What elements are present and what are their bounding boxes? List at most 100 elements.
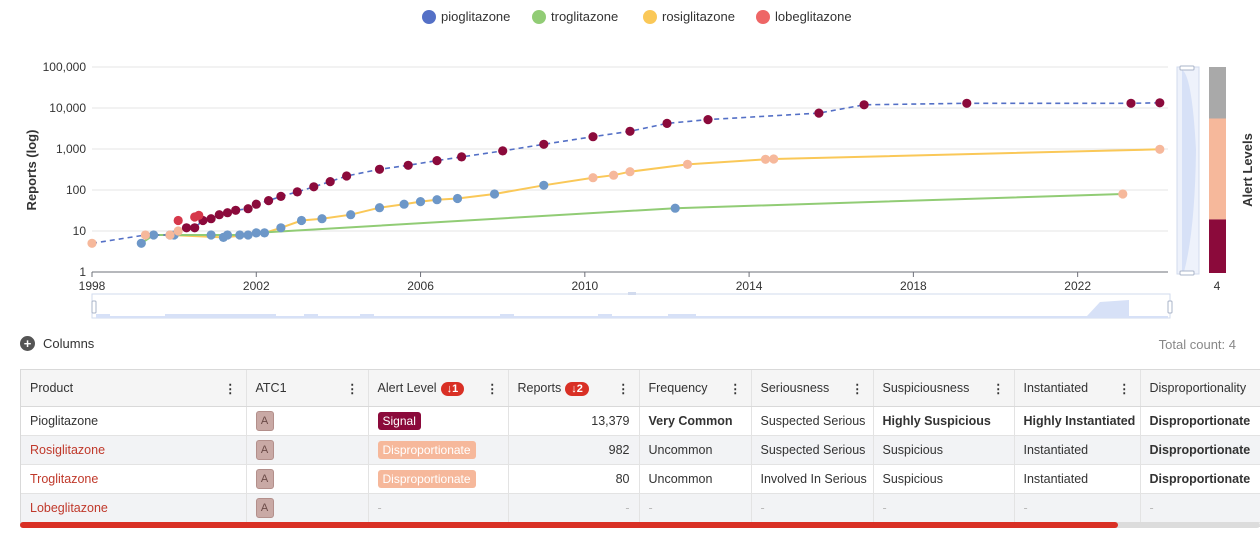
data-point-rosiglitazone[interactable] <box>1155 144 1165 154</box>
column-header-suspiciousness[interactable]: Suspiciousness ⋮ <box>873 370 1015 407</box>
data-point-pioglitazone[interactable] <box>962 98 972 108</box>
product-link[interactable]: Lobeglitazone <box>30 501 108 515</box>
data-point-troglitazone[interactable] <box>206 230 216 240</box>
data-point-rosiglitazone[interactable] <box>588 173 598 183</box>
data-point-pioglitazone[interactable] <box>190 223 200 233</box>
data-point-troglitazone[interactable] <box>251 228 261 238</box>
data-point-pioglitazone[interactable] <box>1126 98 1136 108</box>
data-point-troglitazone[interactable] <box>670 203 680 213</box>
data-point-lobeglitazone[interactable] <box>194 210 204 220</box>
legend-item-pioglitazone[interactable]: pioglitazone <box>422 9 510 24</box>
data-point-pioglitazone[interactable] <box>325 177 335 187</box>
data-point-pioglitazone[interactable] <box>703 115 713 125</box>
data-point-pioglitazone[interactable] <box>859 100 869 110</box>
legend-item-troglitazone[interactable]: troglitazone <box>532 9 618 24</box>
data-point-rosiglitazone[interactable] <box>625 167 635 177</box>
sort-order-badge[interactable]: ↓1 <box>440 381 465 396</box>
data-point-pioglitazone[interactable] <box>309 182 319 192</box>
product-link[interactable]: Rosiglitazone <box>30 443 106 457</box>
data-point-pioglitazone[interactable] <box>625 126 635 136</box>
data-point-pioglitazone[interactable] <box>214 210 224 220</box>
data-point-pioglitazone[interactable] <box>588 132 598 142</box>
data-point-rosiglitazone[interactable] <box>432 195 442 205</box>
data-zoom-slider[interactable] <box>91 292 1173 319</box>
data-point-rosiglitazone[interactable] <box>489 189 500 199</box>
horizontal-scrollbar[interactable] <box>20 522 1260 528</box>
product-link[interactable]: Troglitazone <box>30 472 99 486</box>
table-row[interactable]: Pioglitazone A Signal 13,379 Very Common Susp… <box>21 406 1260 436</box>
data-point-rosiglitazone[interactable] <box>399 199 409 209</box>
data-point-pioglitazone[interactable] <box>173 226 183 236</box>
column-menu-icon[interactable]: ⋮ <box>851 381 864 396</box>
data-point-rosiglitazone[interactable] <box>452 193 463 204</box>
data-point-pioglitazone[interactable] <box>457 152 467 162</box>
data-point-pioglitazone[interactable] <box>222 208 233 218</box>
column-menu-icon[interactable]: ⋮ <box>486 381 499 396</box>
data-point-troglitazone[interactable] <box>149 230 159 240</box>
data-point-rosiglitazone[interactable] <box>276 223 286 233</box>
column-header-disproportionality[interactable]: Disproportionality <box>1140 370 1260 407</box>
data-point-rosiglitazone[interactable] <box>769 154 779 164</box>
column-menu-icon[interactable]: ⋮ <box>992 381 1005 396</box>
data-point-rosiglitazone[interactable] <box>609 170 619 180</box>
data-point-troglitazone[interactable] <box>235 230 245 240</box>
data-point-pioglitazone[interactable] <box>87 238 97 248</box>
data-point-pioglitazone[interactable] <box>243 204 253 214</box>
data-point-rosiglitazone[interactable] <box>415 197 426 207</box>
data-point-troglitazone[interactable] <box>1118 189 1128 199</box>
data-point-rosiglitazone[interactable] <box>760 154 771 164</box>
alert-level-visual-map[interactable] <box>1209 67 1226 273</box>
sort-order-badge[interactable]: ↓2 <box>565 381 589 396</box>
data-zoom-handle-right[interactable] <box>1167 300 1173 314</box>
column-menu-icon[interactable]: ⋮ <box>346 381 359 396</box>
columns-toggle[interactable]: + Columns <box>20 336 94 351</box>
table-row[interactable]: Lobeglitazone A - - - - - - - <box>21 493 1260 523</box>
data-point-pioglitazone[interactable] <box>498 146 508 156</box>
data-point-pioglitazone[interactable] <box>292 187 302 197</box>
column-header-alert-level[interactable]: Alert Level ↓1 ⋮ <box>368 370 509 407</box>
column-menu-icon[interactable]: ⋮ <box>224 381 237 396</box>
y-zoom-handle-bottom[interactable] <box>1179 270 1195 276</box>
data-point-rosiglitazone[interactable] <box>346 210 356 220</box>
table-row[interactable]: Rosiglitazone A Disproportionate 982 Uncommo… <box>21 435 1260 465</box>
data-point-pioglitazone[interactable] <box>342 171 352 181</box>
data-point-rosiglitazone[interactable] <box>259 228 270 238</box>
column-header-instantiated[interactable]: Instantiated ⋮ <box>1014 370 1141 407</box>
column-menu-icon[interactable]: ⋮ <box>1118 381 1131 396</box>
data-point-pioglitazone[interactable] <box>181 223 192 233</box>
data-point-pioglitazone[interactable] <box>432 156 442 166</box>
data-point-pioglitazone[interactable] <box>165 230 175 240</box>
y-zoom-handle-top[interactable] <box>1179 65 1195 71</box>
data-point-pioglitazone[interactable] <box>264 196 274 206</box>
column-header-frequency[interactable]: Frequency ⋮ <box>639 370 752 407</box>
data-point-rosiglitazone[interactable] <box>682 159 693 169</box>
data-point-pioglitazone[interactable] <box>539 139 549 149</box>
horizontal-scrollbar-thumb[interactable] <box>20 522 1118 528</box>
data-point-lobeglitazone[interactable] <box>173 215 183 226</box>
data-point-troglitazone[interactable] <box>222 230 233 240</box>
column-header-reports[interactable]: Reports ↓2 ⋮ <box>508 370 640 407</box>
data-point-pioglitazone[interactable] <box>206 214 216 224</box>
legend-item-lobeglitazone[interactable]: lobeglitazone <box>756 9 852 24</box>
table-row[interactable]: Troglitazone A Disproportionate 80 Uncommon I… <box>21 464 1260 494</box>
data-point-pioglitazone[interactable] <box>140 230 150 240</box>
data-point-pioglitazone[interactable] <box>1155 98 1165 108</box>
data-point-rosiglitazone[interactable] <box>539 180 549 190</box>
data-zoom-top-handle[interactable] <box>628 292 636 295</box>
data-point-pioglitazone[interactable] <box>662 118 672 128</box>
y-zoom-slider[interactable] <box>1176 65 1200 276</box>
column-header-seriousness[interactable]: Seriousness ⋮ <box>751 370 874 407</box>
data-point-rosiglitazone[interactable] <box>317 214 327 224</box>
data-point-troglitazone[interactable] <box>136 238 146 248</box>
legend-item-rosiglitazone[interactable]: rosiglitazone <box>643 9 735 24</box>
data-point-pioglitazone[interactable] <box>403 160 413 170</box>
data-point-pioglitazone[interactable] <box>276 191 286 201</box>
chart-legend[interactable]: pioglitazone troglitazone rosiglitazone lob… <box>422 9 852 24</box>
column-menu-icon[interactable]: ⋮ <box>729 381 742 396</box>
column-menu-icon[interactable]: ⋮ <box>617 381 630 396</box>
column-header-atc1[interactable]: ATC1 ⋮ <box>246 370 369 407</box>
data-point-pioglitazone[interactable] <box>374 164 385 174</box>
column-header-product[interactable]: Product ⋮ <box>21 370 247 407</box>
data-point-pioglitazone[interactable] <box>231 205 241 215</box>
data-point-rosiglitazone[interactable] <box>374 203 385 213</box>
